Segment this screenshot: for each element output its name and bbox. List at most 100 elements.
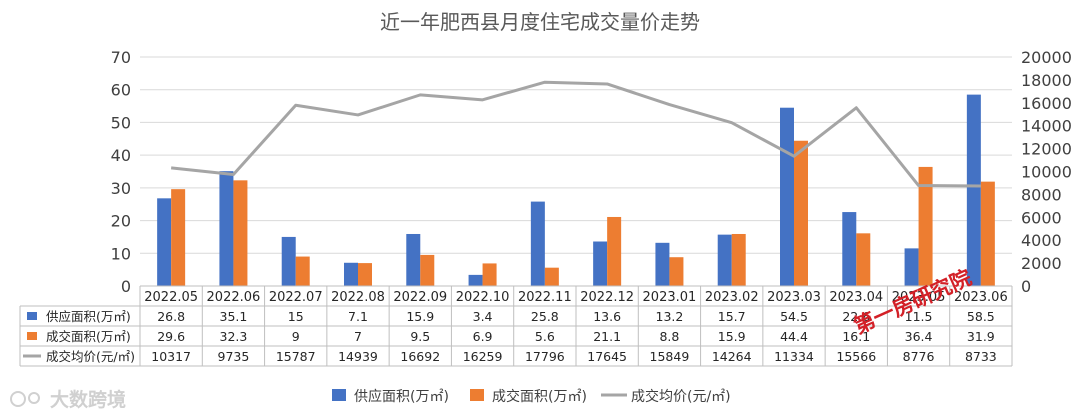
bar-supply-2023.02 [717,234,732,286]
table-value-cell: 14939 [338,349,378,364]
bar-supply-2022.09 [406,233,421,286]
bar-sales-2022.06 [233,180,248,286]
y-right-tick-label: 8000 [1021,185,1062,204]
table-value-cell: 17796 [525,349,565,364]
table-value-cell: 16259 [463,349,503,364]
table-value-cell: 35.1 [220,309,248,324]
table-value-cell: 15.9 [406,309,434,324]
y-axis-right: 0 2000 4000 6000 8000 10000 12000 14000 16000 180… [1021,48,1072,296]
table-category-cell: 2023.06 [954,290,1008,305]
table-value-cell: 15787 [276,349,316,364]
table-category-cell: 2023.03 [767,290,821,305]
table-value-cell: 58.5 [967,309,995,324]
bar-sales-2023.02 [731,233,746,286]
bar-supply-2022.11 [530,201,545,286]
y-right-tick-label: 6000 [1021,208,1062,227]
table-value-cell: 29.6 [157,329,185,344]
y-left-tick-label: 30 [111,179,131,198]
table-value-cell: 9735 [218,349,250,364]
bar-sales-2022.08 [358,263,372,286]
y-right-tick-label: 10000 [1021,163,1072,182]
table-value-cell: 11334 [774,349,814,364]
legend: 供应面积(万㎡) 成交面积(万㎡) 成交均价(元/㎡) [332,388,731,405]
table-value-cell: 13.6 [593,309,621,324]
bar-sales-2022.05 [171,189,186,286]
price-line [170,80,981,188]
y-right-tick-label: 4000 [1021,231,1062,250]
table-value-cell: 31.9 [967,329,995,344]
logo-icon-inner [28,392,40,404]
bar-sales-2022.12 [607,216,622,286]
table-category-cell: 2022.07 [269,290,323,305]
legend-label: 成交面积(万㎡) [492,388,587,405]
bar-supply-2022.06 [219,171,234,286]
y-right-tick-label: 14000 [1021,117,1072,136]
table-value-cell: 8.8 [659,329,679,344]
legend-key [332,389,346,401]
bar-sales-2022.07 [295,256,310,286]
table-category-cell: 2022.06 [207,290,261,305]
bars [157,94,995,286]
table-series-name: 供应面积(万㎡) [46,309,131,324]
table-value-cell: 8776 [903,349,935,364]
table-value-cell: 16692 [400,349,440,364]
table-value-cell: 14264 [712,349,752,364]
legend-label: 成交均价(元/㎡) [631,388,731,405]
y-right-tick-label: 12000 [1021,140,1072,159]
table-value-cell: 15.9 [718,329,746,344]
table-value-cell: 7.1 [348,309,368,324]
table-value-cell: 8733 [965,349,997,364]
y-right-tick-label: 0 [1021,277,1031,296]
table-value-cell: 15.7 [718,309,746,324]
table-value-cell: 17645 [587,349,627,364]
table-category-cell: 2023.01 [643,290,697,305]
bar-sales-2023.05 [918,166,933,286]
table-value-cell: 21.1 [593,329,621,344]
table-category-cell: 2022.10 [456,290,510,305]
table-value-cell: 3.4 [473,309,493,324]
y-right-tick-label: 20000 [1021,48,1072,67]
table-category-cell: 2022.05 [144,290,198,305]
table-value-cell: 44.4 [780,329,808,344]
table-category-cell: 2022.08 [331,290,385,305]
table-series-name: 成交面积(万㎡) [46,329,131,344]
bar-supply-2022.05 [157,198,172,286]
grid [140,56,1012,254]
logo-text: 大数跨境 [50,388,126,411]
bar-supply-2023.06 [966,94,981,286]
bar-supply-2022.08 [344,262,358,286]
table-value-cell: 15849 [650,349,690,364]
table-value-cell: 5.6 [535,329,555,344]
table-value-cell: 26.8 [157,309,185,324]
table-category-cell: 2023.05 [892,290,946,305]
y-left-tick-label: 40 [111,146,131,165]
line-avg-price [170,80,981,188]
table-value-cell: 10317 [151,349,191,364]
data-table: 2022.05 2022.06 2022.07 2022.08 2022.09 2022.… [19,285,1013,367]
table-value-cell: 7 [354,329,362,344]
table-series-name: 成交均价(元/㎡) [46,349,135,364]
y-right-tick-label: 2000 [1021,254,1062,273]
table-value-cell: 16.1 [842,329,870,344]
table-category-cell: 2022.09 [393,290,447,305]
table-value-cell: 54.5 [780,309,808,324]
table-category-cell: 2023.02 [705,290,759,305]
table-value-cell: 6.9 [473,329,493,344]
bar-supply-2022.07 [281,236,296,286]
brand-logo: 大数跨境 [10,388,126,411]
table-category-cell: 2022.12 [580,290,634,305]
table-category-cell: 2022.11 [518,290,572,305]
y-left-tick-label: 20 [111,212,131,231]
y-axis-left: 0 10 20 30 40 50 60 70 [111,48,131,296]
table-value-cell: 32.3 [220,329,248,344]
legend-key [470,389,484,401]
table-value-cell: 9.5 [410,329,430,344]
table-value-cell: 15566 [836,349,876,364]
table-value-cell: 36.4 [905,329,933,344]
bar-supply-2022.12 [593,241,608,286]
table-value-cell: 11.5 [905,309,933,324]
y-left-tick-label: 70 [111,48,131,67]
y-left-tick-label: 50 [111,113,131,132]
bar-sales-2023.06 [980,181,995,286]
